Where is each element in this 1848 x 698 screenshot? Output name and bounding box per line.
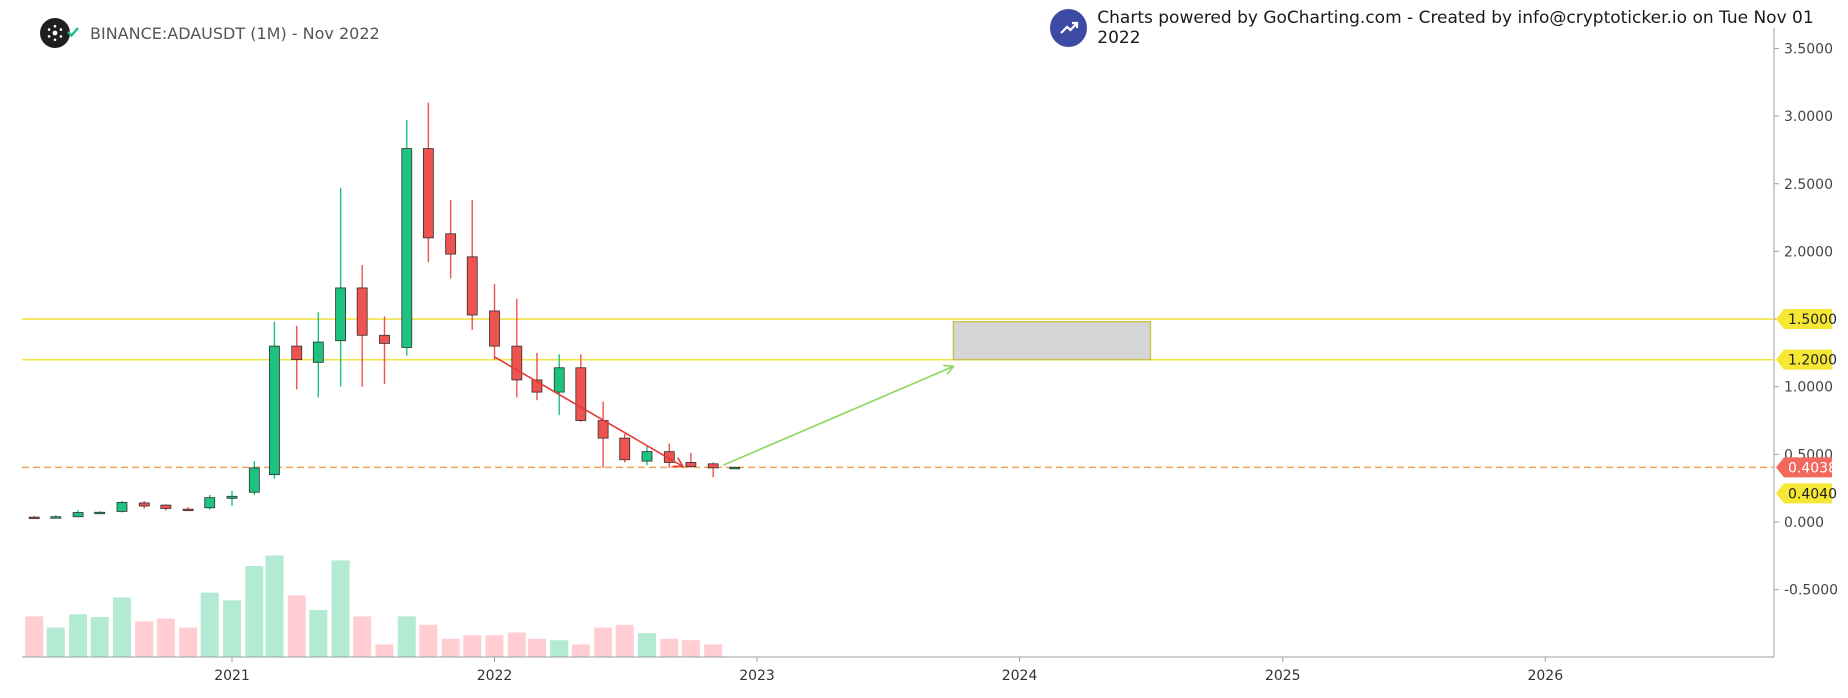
level-tag-lower-label: 1.2000 — [1788, 353, 1837, 369]
candle-body — [466, 256, 478, 316]
x-tick-label: 2026 — [1527, 668, 1563, 684]
candle-body — [511, 345, 523, 381]
symbol-title: BINANCE:ADAUSDT (1M) - Nov 2022 — [90, 23, 380, 43]
candle-body — [204, 497, 216, 509]
candle-body — [422, 148, 434, 239]
volume-bar — [571, 644, 590, 657]
volume-bar — [287, 595, 306, 657]
credit-text: Charts powered by GoCharting.com - Creat… — [1097, 8, 1814, 48]
candle-body — [707, 463, 719, 469]
volume-bar — [681, 640, 700, 657]
volume-bar — [265, 555, 284, 657]
volume-bar — [90, 617, 109, 657]
volume-bar — [353, 616, 372, 657]
volume-bar — [615, 624, 634, 657]
marker-price-tag-label: 0.4040 — [1788, 486, 1837, 502]
x-tick-label: 2024 — [1002, 668, 1038, 684]
volume-bar — [397, 616, 416, 657]
candle-body — [291, 345, 303, 361]
candle-body — [553, 367, 565, 393]
candle-body — [160, 504, 172, 509]
candle-body — [489, 310, 500, 347]
gocharting-logo-icon[interactable] — [1050, 9, 1088, 47]
candle-body — [226, 495, 238, 499]
cardano-logo-icon — [40, 18, 70, 48]
candle-body — [729, 466, 741, 470]
y-tick-label: 2.5000 — [1784, 177, 1833, 193]
y-tick-label: 3.0000 — [1784, 109, 1833, 125]
volume-bar — [375, 644, 394, 657]
volume-bar — [46, 627, 65, 657]
candle-body — [531, 379, 543, 393]
volume-bar — [245, 566, 264, 657]
volume-bar — [156, 618, 175, 657]
candle-body — [50, 516, 62, 519]
candle-body — [72, 512, 84, 518]
candle-body — [401, 148, 413, 348]
candle-body — [641, 451, 653, 462]
candle-body — [116, 501, 128, 512]
volume-bar — [463, 635, 482, 657]
volume-bar — [200, 592, 219, 657]
chart-symbol-header: BINANCE:ADAUSDT (1M) - Nov 2022 — [40, 18, 380, 48]
level-tag-upper-bg — [1776, 309, 1832, 330]
trend-arrow — [494, 356, 685, 468]
credit-header: Charts powered by GoCharting.com - Creat… — [1050, 8, 1848, 48]
candle-body — [379, 334, 390, 344]
volume-bar — [419, 624, 438, 657]
volume-bar — [69, 614, 88, 657]
volume-bar — [179, 627, 198, 657]
candle-body — [312, 341, 324, 363]
current-price-tag-label: 0.4038 — [1788, 460, 1837, 476]
candle-body — [685, 462, 697, 467]
candle-body — [619, 437, 631, 461]
volume-bar — [660, 638, 679, 657]
target-zone-box — [952, 321, 1152, 361]
x-tick-label: 2022 — [477, 668, 513, 684]
candle-body — [269, 345, 280, 476]
candle-body — [445, 233, 457, 255]
volume-bar — [507, 632, 526, 657]
volume-bar — [527, 638, 546, 657]
candle-body — [28, 516, 40, 520]
y-tick-label: 3.5000 — [1784, 41, 1833, 57]
volume-bar — [25, 616, 44, 657]
candle-body — [663, 451, 675, 463]
x-tick-label: 2021 — [214, 668, 250, 684]
candle-body — [94, 511, 106, 515]
volume-bar — [704, 644, 723, 657]
volume-bar — [309, 610, 328, 657]
volume-bar — [112, 597, 131, 657]
candle-body — [597, 420, 609, 439]
volume-bar — [550, 640, 569, 657]
candle-body — [335, 287, 347, 342]
current-price-tag-bg — [1776, 457, 1832, 478]
volume-bar — [485, 635, 504, 657]
y-tick-label: 0.000 — [1784, 515, 1824, 531]
candle-body — [248, 467, 260, 493]
y-tick-label: 1.0000 — [1784, 380, 1833, 396]
marker-price-tag-bg — [1776, 483, 1832, 504]
volume-bar — [637, 633, 656, 657]
market-status-icon — [66, 24, 80, 43]
y-tick-label: 2.0000 — [1784, 244, 1833, 260]
volume-bar — [331, 560, 350, 657]
y-tick-label: -0.5000 — [1784, 583, 1838, 599]
volume-bar — [441, 638, 460, 657]
trend-arrow — [722, 364, 955, 466]
candle-body — [575, 367, 587, 421]
candle-body — [138, 502, 150, 507]
level-tag-lower-bg — [1776, 349, 1832, 370]
x-tick-label: 2023 — [739, 668, 775, 684]
candle-body — [182, 508, 194, 512]
volume-bar — [135, 621, 154, 657]
candle-body — [356, 287, 368, 336]
volume-bar — [223, 600, 242, 657]
level-tag-upper-label: 1.5000 — [1788, 312, 1837, 328]
x-tick-label: 2025 — [1265, 668, 1301, 684]
volume-bar — [594, 627, 613, 657]
